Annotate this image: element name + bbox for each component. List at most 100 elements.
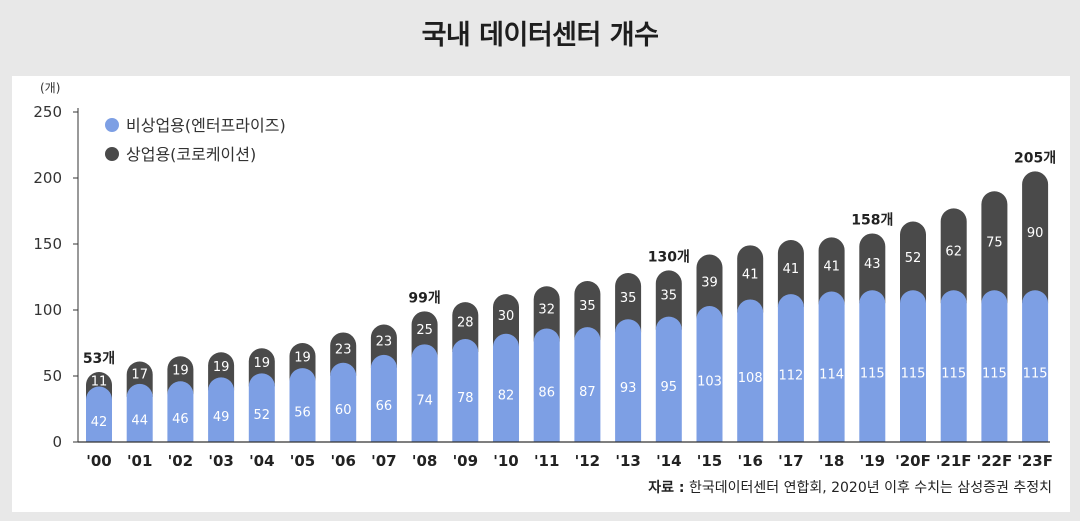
bar-segment-non-commercial [208,377,235,442]
bar-segment-non-commercial [940,290,967,442]
bar-group: 49 19 [208,352,235,442]
bar-segment-non-commercial [615,319,642,442]
bar-value-label-commercial: 52 [905,251,922,266]
bar-segment-non-commercial [86,386,112,442]
bar-segment-non-commercial [493,333,519,442]
bar-value-label-non-commercial: 115 [901,367,926,382]
bar-value-label-non-commercial: 115 [982,367,1007,382]
bar-value-label-commercial: 19 [213,360,230,375]
bar-value-label-non-commercial: 46 [172,412,189,427]
bar-value-label-commercial: 41 [742,267,759,282]
bar-value-label-commercial: 35 [579,299,596,314]
bar-segment-commercial [859,233,886,304]
bar-segment-non-commercial [167,381,194,442]
x-tick-label: '14 [656,452,681,470]
bar-total-label: 158개 [851,212,893,228]
bar-segment-non-commercial [859,290,886,442]
bar-segment-commercial [533,286,560,342]
bar-segment-non-commercial [737,299,764,442]
y-tick-label: 100 [33,301,62,319]
bar-group: 95 35 [655,270,682,442]
bar-value-label-non-commercial: 108 [738,371,763,386]
bar-value-label-non-commercial: 115 [860,367,885,382]
bar-segment-commercial [615,273,642,333]
bar-group: 115 90 [1022,171,1049,442]
bar-group: 46 19 [167,356,194,442]
bar-group: 115 62 [940,208,967,442]
bar-segment-non-commercial [655,316,682,442]
bar-segment-non-commercial [1022,290,1049,442]
bar-segment-commercial [574,280,601,341]
bar-value-label-commercial: 75 [986,236,1003,251]
bar-value-label-commercial: 19 [172,364,189,379]
bar-segment-non-commercial [696,306,723,442]
bar-value-label-non-commercial: 66 [376,399,393,414]
y-axis-unit: (개) [40,81,60,95]
bar-value-label-commercial: 39 [701,275,718,290]
legend-label: 비상업용(엔터프라이즈) [126,116,286,135]
bar-value-label-commercial: 23 [376,335,393,350]
bar-value-label-commercial: 62 [945,244,962,259]
source-key: 자료 : [648,480,684,496]
chart-title: 국내 데이터센터 개수 [421,20,659,51]
bar-value-label-commercial: 30 [498,309,515,324]
bar-value-label-commercial: 19 [294,351,311,366]
bar-segment-non-commercial [289,368,316,442]
x-tick-label: '09 [453,452,478,470]
bar-segment-non-commercial [574,327,601,442]
stacked-bar-chart: (개) 0 50 100 150 200 250 42 11 44 17 46 19 49 19 52 19… [33,81,1056,496]
x-tick-label: '06 [330,452,355,470]
bar-group: 112 41 [777,240,804,442]
legend-label: 상업용(코로케이션) [126,145,256,164]
x-tick-label: '04 [249,452,274,470]
bar-segment-commercial [981,191,1008,304]
bar-segment-commercial [411,311,438,358]
bar-value-label-non-commercial: 74 [416,394,433,409]
bar-segment-commercial [818,237,845,305]
bar-segment-non-commercial [411,344,438,442]
bar-value-label-commercial: 28 [457,316,474,331]
bar-total-label: 99개 [408,290,440,306]
x-tick-label: '16 [737,452,762,470]
bar-value-label-commercial: 35 [661,289,678,304]
bar-group: 115 75 [981,191,1008,442]
bar-value-label-non-commercial: 56 [294,406,311,421]
bar-group: 87 35 [574,280,601,442]
bar-segment-commercial [940,208,967,304]
bar-segment-commercial [696,254,723,320]
bar-group: 114 41 [818,237,845,442]
bar-value-label-non-commercial: 95 [661,380,678,395]
bar-segment-non-commercial [330,362,357,442]
x-tick-label: '15 [697,452,722,470]
x-tick-label: '20F [895,452,931,470]
bar-segment-non-commercial [452,339,479,442]
x-tick-label: '18 [819,452,844,470]
bar-value-label-commercial: 43 [864,257,881,272]
bar-group: 52 19 [248,348,275,442]
bar-group: 66 23 [370,324,397,442]
bar-segment-commercial [737,245,764,313]
bar-group: 74 25 [411,311,438,442]
x-tick-label: '23F [1017,452,1053,470]
y-tick-label: 200 [33,169,62,187]
x-tick-label: '10 [493,452,518,470]
bar-group: 44 17 [126,361,153,442]
legend-swatch [105,147,119,161]
x-tick-label: '11 [534,452,559,470]
bar-group: 108 41 [737,245,764,442]
bar-value-label-non-commercial: 103 [697,375,722,390]
bar-group: 82 30 [493,294,519,442]
source-text: 한국데이터센터 연합회, 2020년 이후 수치는 삼성증권 추정치 [685,480,1052,496]
bar-group: 78 28 [452,302,479,442]
x-tick-label: '03 [208,452,233,470]
bar-group: 93 35 [615,273,642,442]
bar-segment-non-commercial [818,291,845,442]
chart-panel: (개) 0 50 100 150 200 250 42 11 44 17 46 19 49 19 52 19… [12,76,1070,512]
bar-value-label-commercial: 25 [416,323,433,338]
bar-value-label-non-commercial: 78 [457,391,474,406]
bar-total-label: 130개 [648,249,690,265]
bar-value-label-commercial: 23 [335,343,352,358]
bar-group: 86 32 [533,286,560,442]
bar-segment-commercial [900,221,926,304]
y-tick-label: 50 [43,367,62,385]
